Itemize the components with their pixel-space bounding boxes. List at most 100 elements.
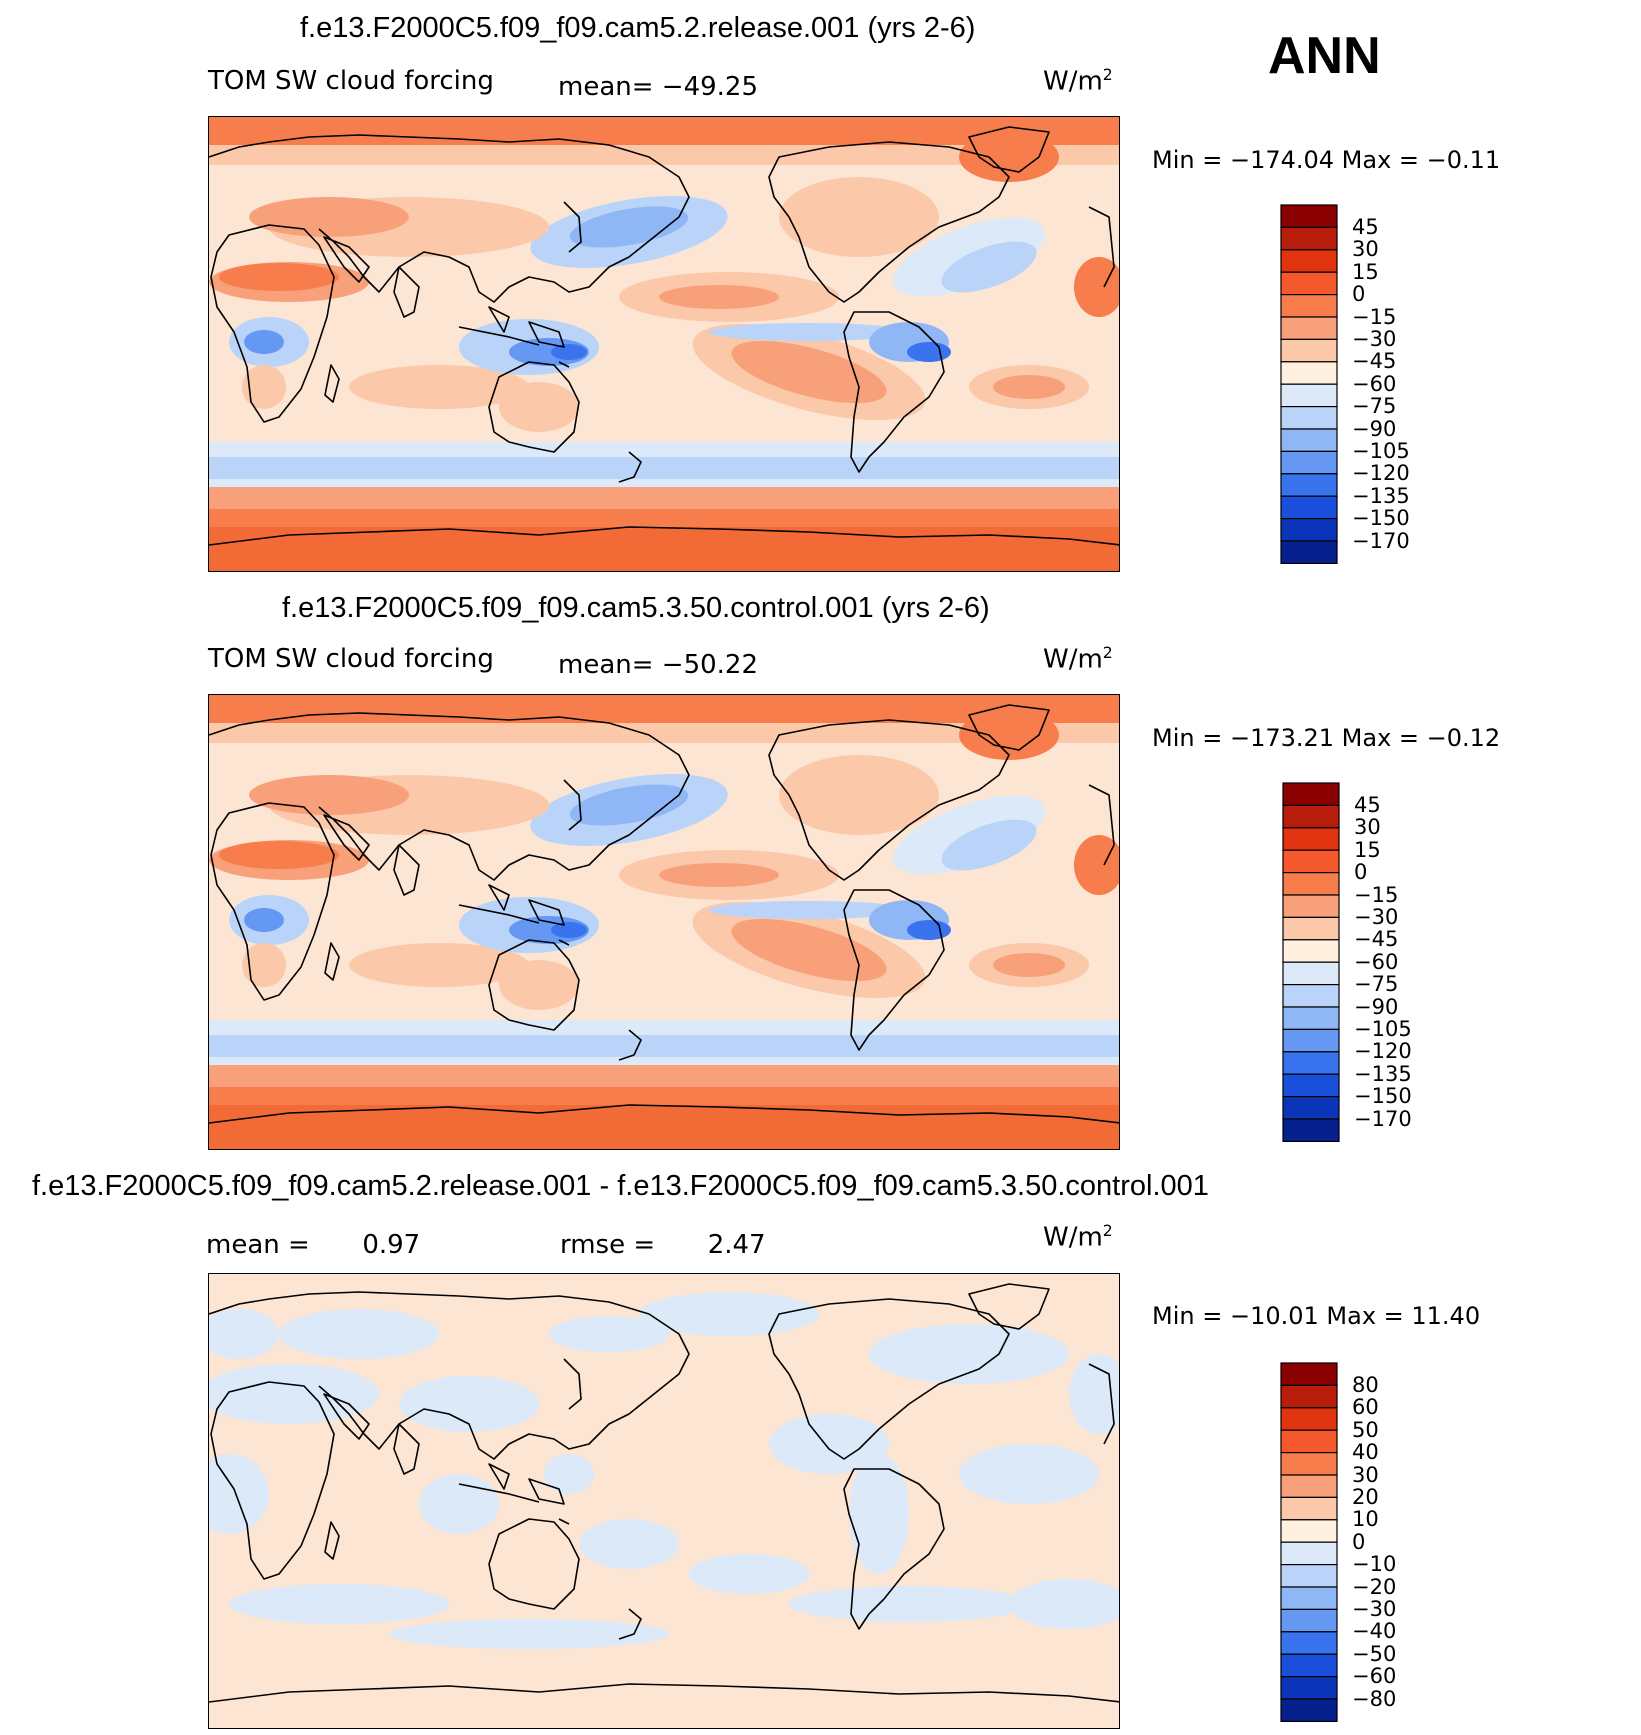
colorbar-label: −150	[1352, 506, 1410, 531]
colorbar-label: −40	[1352, 1619, 1397, 1644]
colorbar-box	[1280, 226, 1338, 251]
colorbar-box	[1280, 1451, 1338, 1476]
colorbar-box	[1280, 473, 1338, 497]
colorbar-label: −105	[1352, 438, 1410, 463]
colorbar-box	[1280, 204, 1338, 228]
colorbar-label: 45	[1354, 792, 1381, 817]
panel3-title: f.e13.F2000C5.f09_f09.cam5.2.release.001…	[32, 1170, 1209, 1202]
colorbar-label: 0	[1354, 860, 1368, 885]
panel3-colorbar: 80 60 50 40 30 20 10 0 −10 −20 −30 −40 −50 −60 −80	[1280, 1362, 1396, 1722]
units-exponent: 2	[1102, 644, 1113, 662]
colorbar-box	[1280, 428, 1338, 452]
colorbar-label: −75	[1352, 394, 1397, 419]
panel1-mean-label: mean=	[558, 72, 654, 102]
colorbar-box	[1280, 1698, 1338, 1722]
colorbar-label: −150	[1354, 1084, 1412, 1109]
panel3-rmse: rmse = 2.47	[560, 1230, 766, 1260]
colorbar-box	[1282, 1096, 1340, 1120]
colorbar-label: −80	[1352, 1686, 1397, 1711]
units-exponent: 2	[1102, 66, 1113, 84]
units-exponent: 2	[1102, 1222, 1113, 1240]
colorbar-box	[1282, 1118, 1340, 1142]
colorbar-box	[1280, 540, 1338, 564]
colorbar-label: −135	[1354, 1061, 1412, 1086]
colorbar-box	[1280, 1653, 1338, 1678]
colorbar-label: 45	[1352, 214, 1379, 239]
colorbar-label: 50	[1352, 1417, 1379, 1442]
colorbar-label: −120	[1352, 461, 1410, 486]
colorbar-box	[1282, 984, 1340, 1008]
panel2-minmax: Min = −173.21 Max = −0.12	[1152, 724, 1501, 752]
panel1-field-label: TOM SW cloud forcing	[208, 66, 494, 96]
colorbar-box	[1280, 1362, 1338, 1386]
panel2-mean-label: mean=	[558, 650, 654, 680]
colorbar-label: −15	[1354, 882, 1399, 907]
panel1-map-svg	[209, 117, 1119, 571]
colorbar-label: −30	[1352, 1596, 1397, 1621]
colorbar-box	[1280, 406, 1338, 430]
colorbar-boxes	[1280, 1362, 1338, 1722]
colorbar-label: 80	[1352, 1372, 1379, 1397]
panel2-field-label: TOM SW cloud forcing	[208, 644, 494, 674]
colorbar-box	[1282, 849, 1340, 874]
colorbar-label: 0	[1352, 282, 1366, 307]
colorbar-box	[1280, 316, 1338, 340]
colorbar-box	[1280, 1384, 1338, 1409]
colorbar-box	[1280, 1631, 1338, 1655]
panel3-map	[208, 1273, 1120, 1729]
panel2-mean: mean= −50.22	[558, 650, 758, 680]
colorbar-label: −20	[1352, 1574, 1397, 1599]
colorbar-label: −120	[1354, 1039, 1412, 1064]
colorbar-box	[1280, 1519, 1338, 1543]
colorbar-box	[1282, 916, 1340, 941]
colorbar-label: 15	[1354, 837, 1381, 862]
colorbar-box	[1280, 1608, 1338, 1633]
panel3-mean-label: mean =	[206, 1230, 310, 1260]
units-text: W/m	[1043, 1222, 1103, 1253]
colorbar-label: −45	[1352, 349, 1397, 374]
units-text: W/m	[1043, 66, 1103, 97]
colorbar-box	[1282, 871, 1340, 896]
colorbar-label: −135	[1352, 483, 1410, 508]
panel2-map	[208, 694, 1120, 1150]
panel3-mean: mean = 0.97	[206, 1230, 420, 1260]
colorbar-label: 60	[1352, 1395, 1379, 1420]
panel2-units: W/m2	[1043, 644, 1113, 675]
colorbar-label: 30	[1352, 237, 1379, 262]
colorbar-label: −15	[1352, 304, 1397, 329]
panel2-map-svg	[209, 695, 1119, 1149]
colorbar-label: −30	[1354, 904, 1399, 929]
panel1-map	[208, 116, 1120, 572]
colorbar-label: 30	[1352, 1462, 1379, 1487]
colorbar-label: 20	[1352, 1484, 1379, 1509]
colorbar-box	[1280, 1474, 1338, 1498]
units-text: W/m	[1043, 644, 1103, 675]
panel2-title: f.e13.F2000C5.f09_f09.cam5.3.50.control.…	[282, 592, 990, 624]
colorbar-label: −60	[1352, 371, 1397, 396]
panel1-colorbar: 45 30 15 0 −15 −30 −45 −60 −75 −90 −105 −120 −135 −15…	[1280, 204, 1410, 564]
colorbar-box	[1280, 1496, 1338, 1521]
colorbar-label: 15	[1352, 259, 1379, 284]
colorbar-label: −30	[1352, 326, 1397, 351]
colorbar-label: −170	[1354, 1106, 1412, 1131]
colorbar-box	[1280, 249, 1338, 273]
panel1-mean-value: −49.25	[661, 72, 759, 102]
colorbar-box	[1282, 804, 1340, 829]
panel3-units: W/m2	[1043, 1222, 1113, 1253]
colorbar-box	[1282, 894, 1340, 918]
colorbar-box	[1280, 1407, 1338, 1431]
panel1-title: f.e13.F2000C5.f09_f09.cam5.2.release.001…	[300, 12, 976, 44]
colorbar-label: −90	[1354, 994, 1399, 1019]
colorbar-label: 0	[1352, 1529, 1366, 1554]
colorbar-box	[1280, 293, 1338, 318]
colorbar-box	[1280, 383, 1338, 408]
colorbar-label: −50	[1352, 1641, 1397, 1666]
colorbar-box	[1280, 271, 1338, 296]
colorbar-label: −75	[1354, 972, 1399, 997]
colorbar-label: −105	[1354, 1016, 1412, 1041]
colorbar-box	[1282, 782, 1340, 806]
panel3-rmse-value: 2.47	[707, 1230, 766, 1260]
colorbar-box	[1282, 1051, 1340, 1075]
colorbar-box	[1282, 1006, 1340, 1030]
colorbar-label: −60	[1354, 949, 1399, 974]
